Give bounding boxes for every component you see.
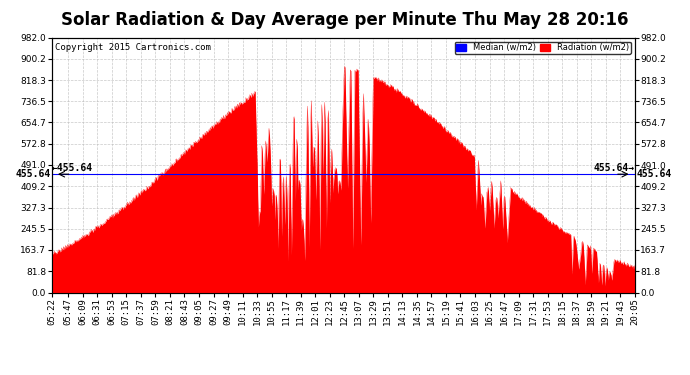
Legend: Median (w/m2), Radiation (w/m2): Median (w/m2), Radiation (w/m2) xyxy=(455,42,631,54)
Text: 455.64: 455.64 xyxy=(636,169,671,179)
Text: Solar Radiation & Day Average per Minute Thu May 28 20:16: Solar Radiation & Day Average per Minute… xyxy=(61,11,629,29)
Text: 455.64→: 455.64→ xyxy=(593,163,635,173)
Text: 455.64: 455.64 xyxy=(15,169,50,179)
Text: Copyright 2015 Cartronics.com: Copyright 2015 Cartronics.com xyxy=(55,43,210,52)
Text: ←455.64: ←455.64 xyxy=(52,163,93,173)
